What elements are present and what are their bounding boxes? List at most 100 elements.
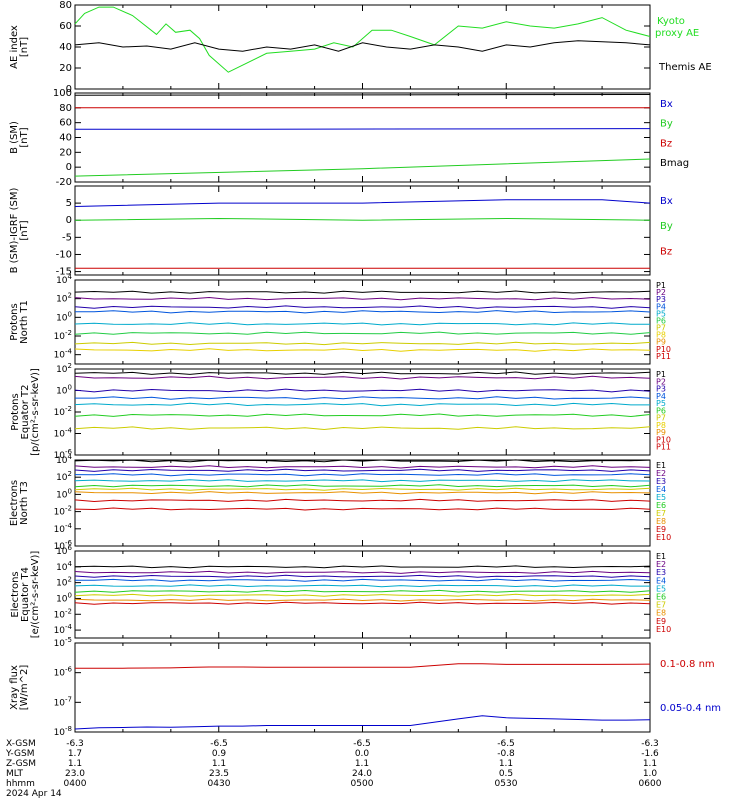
panel-6-series-e9 <box>74 498 651 503</box>
panel-3-legend-by: By <box>660 221 673 232</box>
panel-5-legend-p6: P6 <box>656 406 666 415</box>
panel-7-series-e8 <box>74 598 651 602</box>
panel-4-legend-p6: P6 <box>656 316 666 325</box>
panel-2-ytick-label: -20 <box>56 177 72 188</box>
panel-2-ytick-label: 0 <box>66 162 72 173</box>
panel-7-series-e9 <box>74 601 651 605</box>
panel-7-legend-e10: E10 <box>656 625 671 634</box>
panel-4-legend-p3: P3 <box>656 295 666 304</box>
panel-7-ytick-label: 10-2 <box>54 607 72 620</box>
panel-6-legend-e8: E8 <box>656 517 666 526</box>
panel-3-series-by <box>74 217 651 221</box>
panel-1-series-themis-ae <box>74 40 651 52</box>
panel-7-legend-e3: E3 <box>656 568 666 577</box>
panel-6-ylabel: North T3 <box>19 481 30 525</box>
footer-row-label: hhmm <box>6 779 35 789</box>
panel-2-ytick-label: 20 <box>59 147 72 158</box>
panel-4-legend-p2: P2 <box>656 288 666 297</box>
panel-2-ylabel: B (SM) <box>9 121 20 154</box>
panel-1-series-kyoto-proxy-ae <box>74 6 651 73</box>
legend-xray-long: 0.1-0.8 nm <box>660 659 715 670</box>
panel-6-ytick-label: 10-4 <box>54 522 73 535</box>
panel-7-legend-e1: E1 <box>656 552 666 561</box>
panel-4-legend-p10: P10 <box>656 345 671 354</box>
panel-2-ytick-label: 40 <box>59 133 72 144</box>
footer-value: 0500 <box>351 779 374 789</box>
panel-6-ytick-label: 102 <box>56 470 72 483</box>
panel-5-legend-p7: P7 <box>656 414 666 423</box>
footer-row-label: Z-GSM <box>6 759 36 769</box>
panel-6-frame <box>74 459 651 547</box>
footer-value: 0400 <box>64 779 87 789</box>
panel-7-series-e4 <box>75 578 651 582</box>
panel-5-ylabel: Equator T2 <box>20 385 31 440</box>
panel-5-series-p1 <box>74 371 651 375</box>
panel-7-ylabel: [e/(cm²-s-sr-keV)] <box>30 551 41 639</box>
panel-7-ytick-label: 100 <box>56 591 72 604</box>
panel-6-ylabel: Electrons <box>9 480 20 526</box>
panel-5-legend-p2: P2 <box>656 377 666 386</box>
panel-7-ylabel: Equator T4 <box>20 567 31 622</box>
footer-date: 2024 Apr 14 <box>6 789 62 799</box>
panel-4-legend-p9: P9 <box>656 338 666 347</box>
panel-7-legend-e2: E2 <box>656 560 666 569</box>
panel-5-legend-p9: P9 <box>656 428 666 437</box>
legend-xray-short: 0.05-0.4 nm <box>660 703 721 714</box>
panel-6-series-e4 <box>74 473 651 477</box>
panel-6-series-e8 <box>74 491 651 495</box>
footer-value: 0530 <box>495 779 518 789</box>
panel-8-ytick-label: 10-5 <box>54 636 72 649</box>
panel-5-ytick-label: 100 <box>56 384 72 397</box>
panel-6-series-e7 <box>74 487 651 491</box>
panel-6-ytick-label: 104 <box>56 453 72 466</box>
panel-7-legend-e6: E6 <box>656 593 666 602</box>
panel-5-legend-p4: P4 <box>656 392 666 401</box>
panel-5-legend-p5: P5 <box>656 399 666 408</box>
footer-value: 23.0 <box>65 769 85 779</box>
panel-4-legend-p7: P7 <box>656 324 666 333</box>
panel-4-ytick-label: 10-4 <box>54 348 73 361</box>
panel-6-legend-e4: E4 <box>656 485 666 494</box>
panel-2-ylabel: [nT] <box>19 127 30 147</box>
panel-3-legend-bx: Bx <box>660 196 673 207</box>
panel-3-ytick-label: -5 <box>62 232 72 243</box>
panel-5-ytick-label: 10-2 <box>54 405 72 418</box>
footer-value: -6.5 <box>353 739 371 749</box>
panel-3-ytick-label: -15 <box>56 267 72 278</box>
panel-5-series-p2 <box>74 375 651 380</box>
footer-value: 0600 <box>639 779 662 789</box>
panel-4-ytick-label: 102 <box>56 292 72 305</box>
panel-7-ytick-label: 102 <box>56 576 72 589</box>
panel-6-legend-e5: E5 <box>656 493 666 502</box>
panel-8-ytick-label: 10-6 <box>54 666 73 679</box>
panel-4-legend-p4: P4 <box>656 302 666 311</box>
panel-5-series-p6 <box>74 413 651 418</box>
legend-proxy-ae: proxy AE <box>655 28 699 39</box>
footer-value: 24.0 <box>352 769 372 779</box>
panel-3-ylabel: [nT] <box>19 220 30 240</box>
panel-7-legend-e4: E4 <box>656 576 666 585</box>
panel-8-series-0-05-0-4-nm <box>74 715 651 730</box>
panel-3-ytick-label: 0 <box>66 215 72 226</box>
panel-5-legend-p3: P3 <box>656 385 666 394</box>
panel-4-series-p7 <box>74 341 651 346</box>
panel-7-ytick-label: 10-4 <box>54 623 73 636</box>
legend-themis-ae: Themis AE <box>658 62 712 73</box>
footer-value: 0.9 <box>212 749 227 759</box>
panel-5-ytick-label: 102 <box>56 362 72 375</box>
footer-value: 1.1 <box>212 759 226 769</box>
panel-4-series-p3 <box>74 305 651 309</box>
panel-7-series-e3 <box>74 574 651 578</box>
footer-value: -6.5 <box>210 739 228 749</box>
panel-7-legend-e5: E5 <box>656 584 666 593</box>
panel-2-series-bx <box>75 128 651 130</box>
panel-5-series-p7 <box>74 426 651 431</box>
footer-value: 1.1 <box>68 759 82 769</box>
panel-1-ytick-label: 60 <box>59 21 72 32</box>
panel-4-ylabel: Protons <box>9 303 20 340</box>
panel-1-frame <box>74 4 651 90</box>
panel-7-series-e5 <box>74 584 650 588</box>
panel-3-ytick-label: 5 <box>66 198 72 209</box>
panel-1-ytick-label: 80 <box>59 0 72 11</box>
